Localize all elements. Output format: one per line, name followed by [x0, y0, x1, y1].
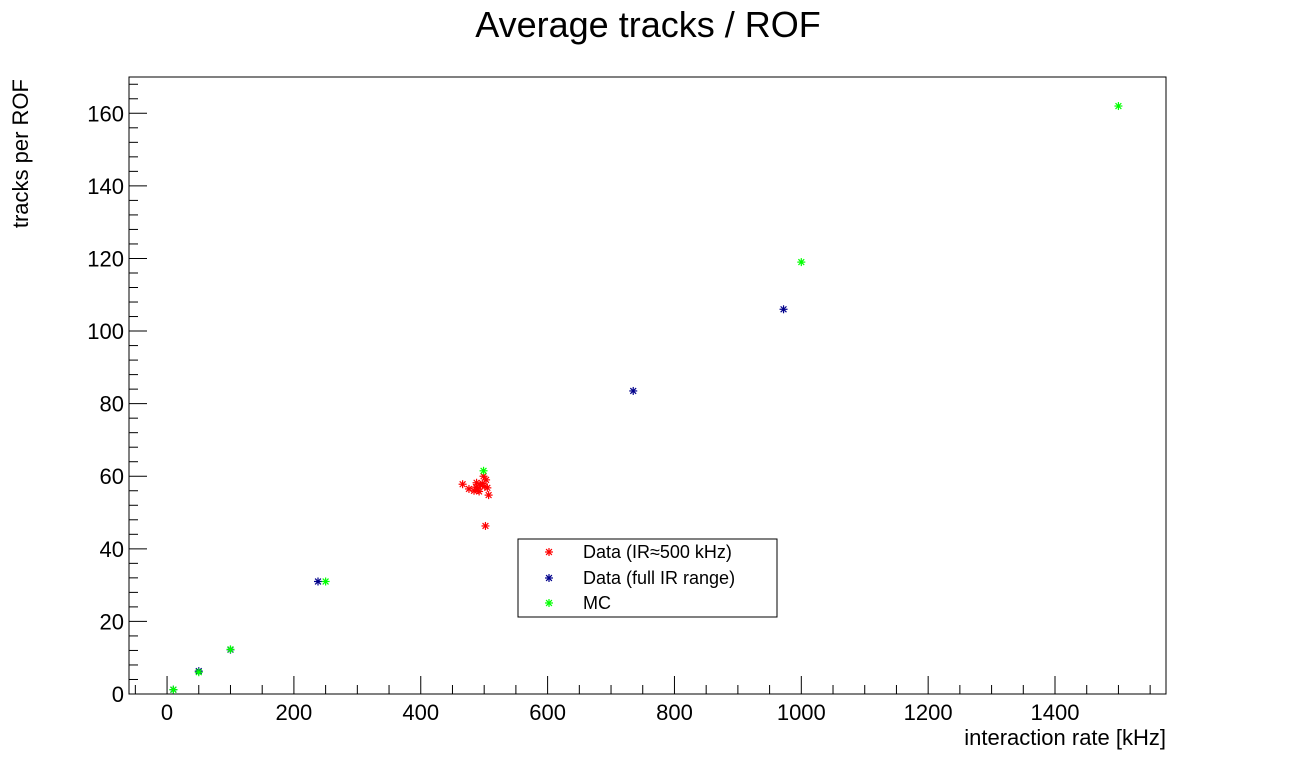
x-tick-label: 0	[161, 700, 173, 725]
x-tick-label: 1200	[904, 700, 953, 725]
y-axis-ticks	[129, 83, 147, 695]
data-point-data-full-range	[779, 305, 788, 314]
y-tick-label: 100	[87, 319, 124, 344]
data-point-mc	[797, 258, 806, 267]
x-tick-label: 1400	[1031, 700, 1080, 725]
data-point-data-ir-500	[483, 483, 492, 492]
data-point-mc	[226, 645, 235, 654]
chart-title: Average tracks / ROF	[475, 4, 820, 45]
y-tick-label: 160	[87, 101, 124, 126]
data-point-mc	[194, 668, 203, 677]
legend-label-data-ir-500: Data (IR≈500 kHz)	[583, 542, 732, 562]
x-axis-label: interaction rate [kHz]	[964, 725, 1166, 750]
data-point-data-ir-500	[482, 475, 491, 484]
plot-frame	[128, 76, 1167, 695]
x-tick-label: 400	[402, 700, 439, 725]
legend-markers	[545, 548, 553, 607]
data-point-data-ir-500	[458, 480, 467, 489]
x-tick-label: 600	[529, 700, 566, 725]
data-points	[169, 102, 1123, 694]
y-tick-label: 40	[100, 537, 124, 562]
y-tick-label: 60	[100, 464, 124, 489]
legend-marker-mc	[545, 599, 553, 607]
data-point-data-ir-500	[475, 487, 484, 496]
y-tick-label: 20	[100, 609, 124, 634]
x-tick-label: 800	[656, 700, 693, 725]
data-point-mc	[321, 577, 330, 586]
x-tick-label: 200	[276, 700, 313, 725]
x-axis-ticks	[134, 676, 1151, 694]
data-point-mc	[1114, 102, 1123, 111]
data-point-data-full-range	[629, 386, 638, 395]
y-tick-label: 140	[87, 174, 124, 199]
data-point-mc	[479, 466, 488, 475]
data-point-data-ir-500	[484, 491, 493, 500]
legend: Data (IR≈500 kHz) Data (full IR range) M…	[517, 538, 778, 618]
x-axis-tick-labels: 0 200 400 600 800 1000 1200 1400	[161, 700, 1080, 725]
y-axis-tick-labels: 0 20 40 60 80 100 120 140 160	[87, 101, 124, 707]
x-tick-label: 1000	[777, 700, 826, 725]
data-point-mc	[169, 685, 178, 694]
legend-box	[517, 538, 778, 618]
y-tick-label: 0	[112, 682, 124, 707]
y-tick-label: 80	[100, 392, 124, 417]
legend-label-data-full-range: Data (full IR range)	[583, 568, 735, 588]
data-point-data-full-range	[314, 577, 323, 586]
y-axis-label: tracks per ROF	[8, 79, 33, 228]
y-tick-label: 120	[87, 246, 124, 271]
legend-marker-data-full-range	[545, 574, 553, 582]
legend-label-mc: MC	[583, 593, 611, 613]
legend-marker-data-ir-500	[545, 548, 553, 556]
data-point-data-ir-500	[481, 521, 490, 530]
